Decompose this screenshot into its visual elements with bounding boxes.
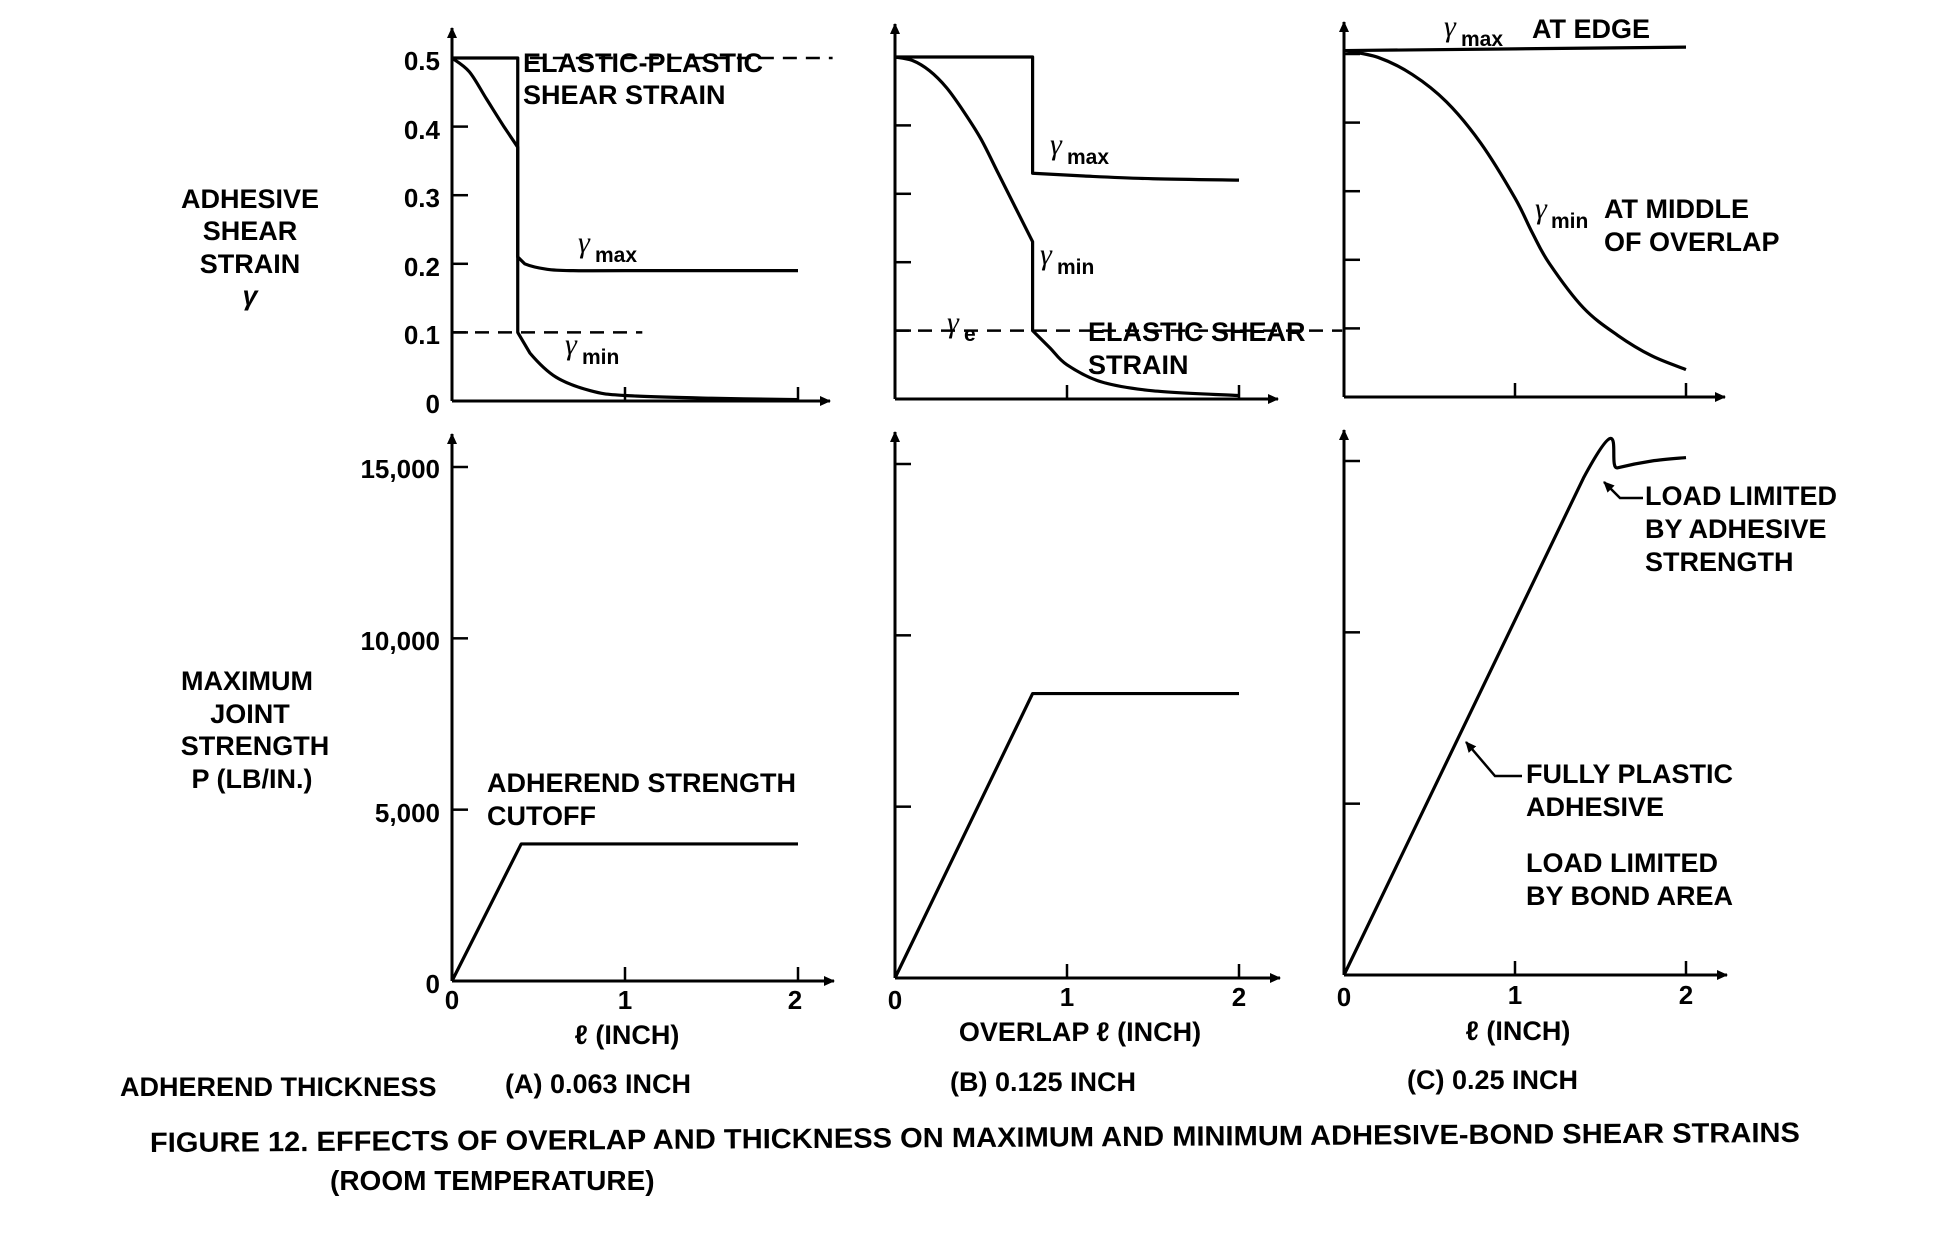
bottom-y-tick-5000: 5,000	[375, 798, 440, 828]
annotation-elastic-plastic-2: SHEAR STRAIN	[523, 80, 726, 110]
x-tick-a-1: 1	[618, 985, 632, 1015]
b-gamma-min-symbol: γ	[1040, 238, 1053, 271]
annotation-adherend-cutoff-1: ADHEREND STRENGTH	[487, 768, 796, 798]
top-y-ticks: 0.5 0.4 0.3 0.2 0.1 0	[404, 46, 441, 419]
x-tick-c-1: 1	[1508, 980, 1522, 1010]
x-tick-b-2: 2	[1232, 982, 1246, 1012]
a-gamma-max-sub: max	[595, 244, 637, 267]
annotation-elastic-shear-2: STRAIN	[1088, 350, 1189, 380]
b-gamma-max-sub: max	[1067, 146, 1109, 169]
top-y-tick-0.3: 0.3	[404, 183, 440, 213]
series-b-bottom-0	[893, 691, 1239, 979]
annotation-c-gamma-min: γ min AT MIDDLE OF OVERLAP	[1535, 192, 1780, 257]
b-gamma-e-sub: e	[964, 323, 976, 346]
plots	[447, 21, 1728, 986]
x-tick-c-2: 2	[1679, 980, 1693, 1010]
series-b-top-0	[895, 55, 1240, 182]
top-ylabel-line-3: STRAIN	[200, 249, 301, 279]
x-ticks-a: 0 1 2	[445, 985, 802, 1015]
x-label-b: OVERLAP ℓ (INCH)	[959, 1017, 1201, 1047]
panel-b-bottom	[890, 431, 1281, 983]
annotation-bond-area-2: BY BOND AREA	[1526, 881, 1733, 911]
c-gamma-min-text-2: OF OVERLAP	[1604, 227, 1780, 257]
leader-fully-plastic	[1465, 741, 1522, 778]
a-gamma-min-sub: min	[582, 346, 619, 369]
c-gamma-min-text-1: AT MIDDLE	[1604, 194, 1749, 224]
x-label-a: ℓ (INCH)	[575, 1020, 680, 1050]
bottom-ylabel-line-4: P (LB/IN.)	[192, 764, 313, 794]
series-a-top-0	[452, 56, 798, 273]
series-c-top-1	[1343, 48, 1687, 372]
annotation-fully-plastic-1: FULLY PLASTIC	[1526, 759, 1733, 789]
panel-a-top	[447, 27, 833, 406]
annotation-adhesive-strength-2: BY ADHESIVE	[1645, 514, 1827, 544]
annotation-elastic-plastic-1: ELASTIC-PLASTIC	[523, 48, 763, 78]
bottom-y-tick-0: 0	[426, 969, 440, 999]
series-a-top-1	[451, 56, 799, 402]
panel-c-top	[1339, 21, 1726, 402]
annotation-b-gamma-e: γ e	[947, 306, 976, 346]
panel-c-bottom	[1339, 429, 1728, 980]
b-gamma-min-sub: min	[1057, 256, 1094, 279]
series-b-top-1	[894, 55, 1240, 398]
top-ylabel-line-1: ADHESIVE	[181, 184, 319, 214]
a-gamma-min-symbol: γ	[565, 328, 578, 361]
c-gamma-max-sub: max	[1461, 28, 1503, 51]
top-ylabel-symbol: γ	[242, 281, 259, 311]
top-y-tick-0.2: 0.2	[404, 252, 440, 282]
x-tick-b-1: 1	[1060, 982, 1074, 1012]
x-ticks-b: 0 1 2	[888, 982, 1246, 1015]
panel-b-top	[890, 23, 1343, 404]
x-tick-c-0: 0	[1337, 982, 1351, 1012]
c-gamma-min-sub: min	[1551, 210, 1588, 233]
bottom-ylabel-line-3: STRENGTH	[181, 731, 330, 761]
annotation-adhesive-strength-3: STRENGTH	[1645, 547, 1794, 577]
x-label-c: ℓ (INCH)	[1466, 1016, 1571, 1046]
annotation-c-gamma-max: γ max AT EDGE	[1444, 10, 1650, 51]
annotation-a-gamma-max: γ max	[578, 226, 637, 267]
panel-caption-c: (C) 0.25 INCH	[1407, 1065, 1578, 1095]
bottom-y-ticks: 15,000 10,000 5,000 0	[360, 454, 440, 999]
top-ylabel-line-2: SHEAR	[203, 216, 298, 246]
annotation-bond-area-1: LOAD LIMITED	[1526, 848, 1718, 878]
b-gamma-e-symbol: γ	[947, 306, 960, 339]
annotation-b-gamma-min: γ min	[1040, 238, 1094, 279]
x-ticks-c: 0 1 2	[1337, 980, 1693, 1012]
figure-title: FIGURE 12. EFFECTS OF OVERLAP AND THICKN…	[150, 1117, 1800, 1158]
bottom-ylabel-line-1: MAXIMUM	[181, 666, 313, 696]
a-gamma-max-symbol: γ	[578, 226, 591, 259]
series-a-bottom-0	[450, 842, 798, 982]
adherend-thickness-label: ADHEREND THICKNESS	[120, 1072, 437, 1102]
panel-caption-a: (A) 0.063 INCH	[505, 1069, 691, 1099]
figure-title-line-2: (ROOM TEMPERATURE)	[330, 1165, 655, 1196]
bottom-y-axis-label: MAXIMUM JOINT STRENGTH P (LB/IN.)	[181, 666, 330, 794]
annotation-b-gamma-max: γ max	[1050, 128, 1109, 169]
annotation-fully-plastic-2: ADHESIVE	[1526, 792, 1664, 822]
top-y-tick-0.5: 0.5	[404, 46, 440, 76]
top-y-axis-label: ADHESIVE SHEAR STRAIN γ	[181, 184, 319, 311]
c-gamma-max-text: AT EDGE	[1532, 14, 1650, 44]
annotation-elastic-shear-1: ELASTIC SHEAR	[1088, 317, 1306, 347]
series-c-top-0	[1343, 45, 1687, 53]
x-tick-a-2: 2	[788, 985, 802, 1015]
panel-a-bottom	[447, 433, 835, 986]
annotation-adhesive-strength-1: LOAD LIMITED	[1645, 481, 1837, 511]
bottom-y-tick-10000: 10,000	[360, 626, 440, 656]
bottom-ylabel-line-2: JOINT	[210, 699, 290, 729]
b-gamma-max-symbol: γ	[1050, 128, 1063, 161]
annotation-a-gamma-min: γ min	[565, 328, 619, 369]
bottom-y-tick-15000: 15,000	[360, 454, 440, 484]
c-gamma-max-symbol: γ	[1444, 10, 1457, 43]
annotation-adherend-cutoff-2: CUTOFF	[487, 801, 596, 831]
top-y-tick-0.4: 0.4	[404, 115, 441, 145]
leader-adhesive-strength	[1603, 481, 1643, 500]
series-c-bottom-0	[1342, 436, 1687, 976]
panel-caption-b: (B) 0.125 INCH	[950, 1067, 1136, 1097]
top-y-tick-0.1: 0.1	[404, 320, 440, 350]
x-tick-a-0: 0	[445, 985, 459, 1015]
top-y-tick-0: 0	[426, 389, 440, 419]
x-tick-b-0: 0	[888, 985, 902, 1015]
c-gamma-min-symbol: γ	[1535, 192, 1548, 225]
